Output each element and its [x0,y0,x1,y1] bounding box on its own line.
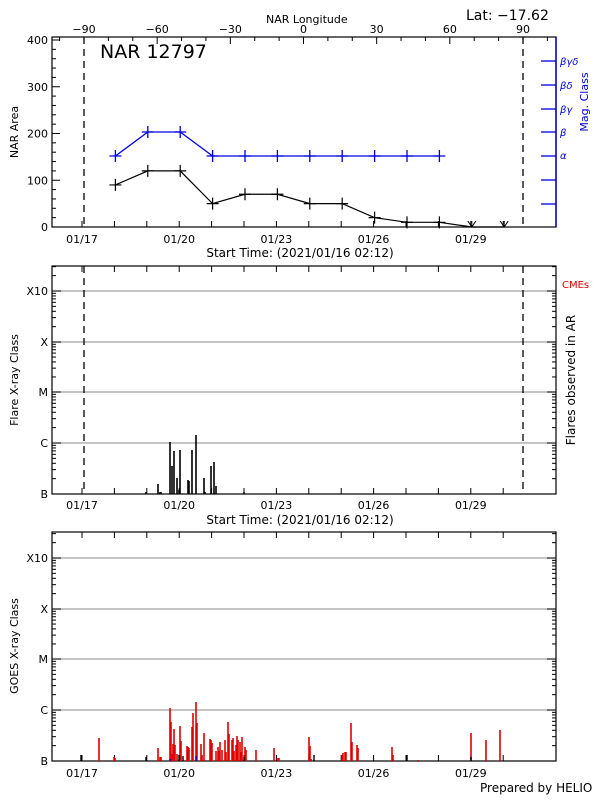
mag-class-tick-label: β [559,128,567,139]
area-point-marker [206,197,219,210]
class-y-tick-label: C [40,704,48,717]
area-y-axis-label: NAR Area [8,106,21,158]
area-point-marker [336,197,349,210]
class-y-tick-label: X10 [26,285,48,298]
mag-class-marker [141,126,154,138]
area-x-axis-label: Start Time: (2021/01/16 02:12) [206,246,393,260]
area-panel: NAR 12797 Lat: −17.62 NAR Longitude −90 −… [8,8,591,260]
area-point-marker [271,188,284,201]
x-tick-label: 01/26 [358,767,390,780]
area-point-marker [174,164,187,177]
x-tick-label: 01/23 [261,767,293,780]
x-tick-label: 01/20 [163,233,195,246]
longitude-tick-label: 30 [370,23,384,36]
mag-class-marker [109,150,122,162]
mag-class-marker [303,150,316,162]
area-y-tick-label: 100 [27,174,48,187]
x-tick-label: 01/29 [455,767,487,780]
area-y-tick-label: 200 [27,128,48,141]
mag-class-tick-label: βγδ [559,57,578,68]
latitude-label: Lat: −17.62 [466,8,549,24]
longitude-tick-label: −30 [219,23,242,36]
area-point-marker [141,164,154,177]
cme-legend-label: CMEs [562,280,589,291]
area-point-marker [401,216,413,229]
goes-y-axis-label: GOES X-ray Class [8,598,21,694]
area-point-marker [109,178,122,191]
flare-y-axis-label: Flare X-ray Class [8,334,21,426]
mag-class-axis-label: Mag. Class [578,72,591,131]
area-point-marker [303,197,316,210]
x-tick-label: 01/17 [66,767,98,780]
x-tick-label: 01/29 [455,499,487,512]
class-y-tick-label: X [40,603,48,616]
class-y-tick-label: M [39,653,49,666]
x-tick-label: 01/26 [358,499,390,512]
longitude-tick-label: 0 [300,23,307,36]
class-y-tick-label: C [40,437,48,450]
region-title: NAR 12797 [100,41,207,63]
class-y-tick-label: X10 [26,552,48,565]
class-y-tick-label: X [40,336,48,349]
x-tick-label: 01/20 [163,499,195,512]
top-axis-label: NAR Longitude [266,13,348,26]
mag-class-marker [401,150,413,162]
area-y-tick-label: 0 [41,221,48,234]
mag-class-marker [206,150,219,162]
x-tick-label: 01/23 [261,499,293,512]
x-tick-label: 01/26 [358,233,390,246]
longitude-tick-label: 60 [443,23,457,36]
area-y-tick-label: 300 [27,81,48,94]
area-point-marker [239,188,251,201]
mag-class-marker [271,150,284,162]
longitude-tick-label: 90 [516,23,530,36]
mag-class-marker [174,126,187,138]
mag-class-tick-label: βδ [559,81,573,92]
longitude-tick-label: −60 [146,23,169,36]
class-y-tick-label: M [39,386,49,399]
longitude-tick-label: −90 [72,23,95,36]
area-y-tick-label: 400 [27,34,48,47]
class-y-tick-label: B [40,755,48,768]
area-point-marker [433,216,446,229]
x-tick-label: 01/23 [261,233,293,246]
x-tick-label: 01/17 [66,499,98,512]
flare-x-axis-label: Start Time: (2021/01/16 02:12) [206,513,393,527]
goes-panel: B C M X X10 GOES X-ray Class 01/17 01/20 01/23… [8,531,592,795]
area-point-marker [368,211,381,224]
flares-observed-label: Flares observed in AR [564,315,578,445]
mag-class-tick-label: βγ [559,105,573,116]
x-tick-label: 01/29 [455,233,487,246]
mag-class-tick-label: α [560,151,567,162]
mag-class-marker [433,150,446,162]
mag-class-marker [239,150,251,162]
class-y-tick-label: B [40,488,48,501]
mag-class-marker [368,150,381,162]
x-tick-label: 01/20 [163,767,195,780]
x-tick-label: 01/17 [66,233,98,246]
mag-class-marker [336,150,349,162]
helio-credit: Prepared by HELIO [480,781,592,795]
flare-panel: B C M X X10 Flare X-ray Class Flares observe… [8,265,589,527]
